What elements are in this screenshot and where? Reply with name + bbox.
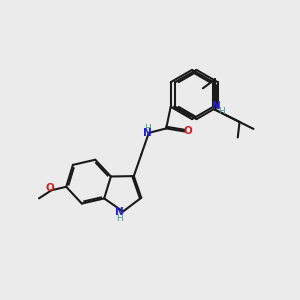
Text: N: N <box>115 207 124 217</box>
Text: O: O <box>183 126 192 136</box>
Text: N: N <box>212 101 221 111</box>
Text: H: H <box>218 107 225 116</box>
Text: H: H <box>144 124 151 133</box>
Text: N: N <box>143 128 152 138</box>
Text: O: O <box>46 183 55 194</box>
Text: H: H <box>116 214 123 223</box>
